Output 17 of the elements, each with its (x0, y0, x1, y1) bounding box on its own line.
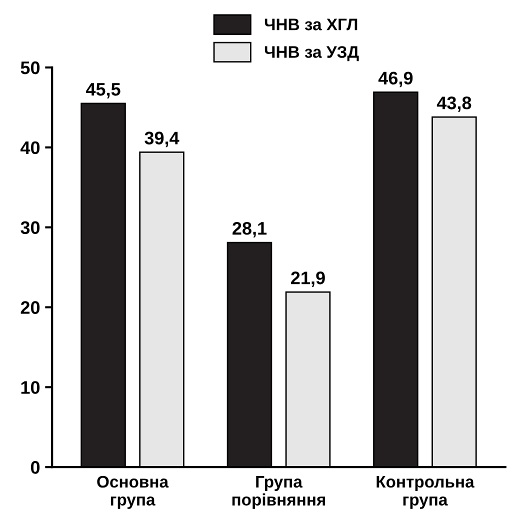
y-tick-label: 10 (21, 381, 40, 394)
data-label: 28,1 (232, 222, 267, 238)
legend-label: ЧНВ за УЗД (264, 46, 359, 62)
x-tick-label: Основна група (97, 476, 169, 509)
x-tick-label: Контрольна група (376, 476, 474, 509)
data-label: 21,9 (291, 272, 325, 287)
y-tick-label: 30 (20, 221, 40, 234)
y-tick-label: 50 (20, 61, 40, 74)
y-tick-label: 0 (30, 461, 40, 474)
data-label: 43,8 (436, 96, 472, 112)
legend-label: ЧНВ за ХГЛ (264, 18, 358, 30)
data-label: 45,5 (86, 83, 120, 98)
data-label: 39,4 (144, 132, 180, 148)
data-label: 46,9 (378, 72, 413, 88)
x-tick-label: Група порівняння (232, 476, 326, 509)
y-tick-label: 40 (20, 141, 40, 154)
y-tick-label: 20 (20, 301, 40, 314)
